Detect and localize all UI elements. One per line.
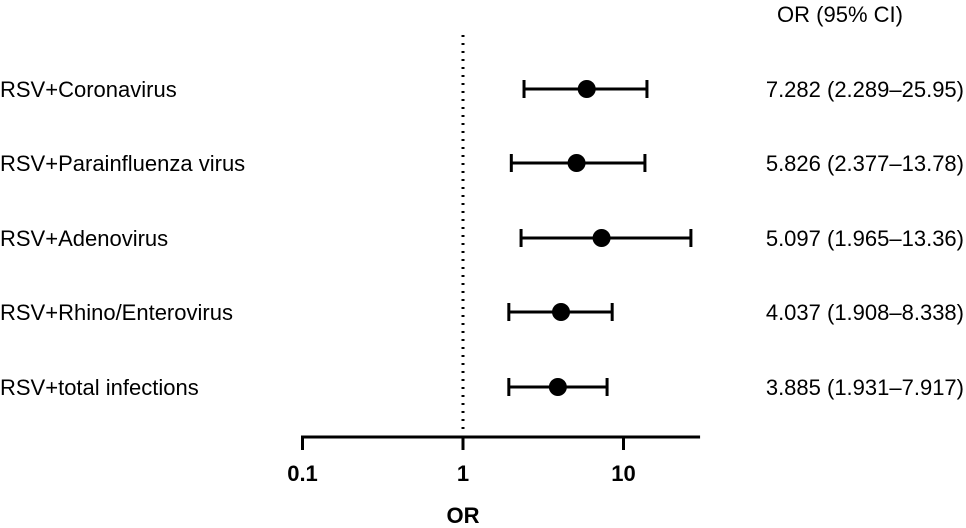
row-label: RSV+Coronavirus [0,77,177,102]
row-ci-text: 4.037 (1.908–8.338) [766,300,964,325]
tick-label: 10 [611,461,635,486]
row-ci-text: 3.885 (1.931–7.917) [766,375,964,400]
tick-label: 1 [457,461,469,486]
forest-row: RSV+Parainfluenza virus 5.826 (2.377–13.7… [0,151,964,176]
row-label: RSV+Adenovirus [0,226,168,251]
or-point [592,229,611,247]
or-point [548,378,567,396]
row-ci-text: 5.826 (2.377–13.78) [766,151,964,176]
row-label: RSV+total infections [0,375,199,400]
ci-header: OR (95% CI) [777,2,903,27]
x-axis-label: OR [447,503,480,528]
forest-row: RSV+Coronavirus 7.282 (2.289–25.95) [0,77,964,102]
forest-row: RSV+Rhino/Enterovirus 4.037 (1.908–8.338) [0,300,964,325]
tick-label: 0.1 [287,461,318,486]
row-label: RSV+Rhino/Enterovirus [0,300,233,325]
row-ci-text: 7.282 (2.289–25.95) [766,77,964,102]
or-point [552,303,571,321]
x-axis: 0.1 1 10 [287,435,701,486]
or-point [577,80,596,98]
forest-row: RSV+Adenovirus 5.097 (1.965–13.36) [0,226,964,251]
forest-row: RSV+total infections 3.885 (1.931–7.917) [0,375,964,400]
row-label: RSV+Parainfluenza virus [0,151,245,176]
or-point [567,154,586,172]
row-ci-text: 5.097 (1.965–13.36) [766,226,964,251]
